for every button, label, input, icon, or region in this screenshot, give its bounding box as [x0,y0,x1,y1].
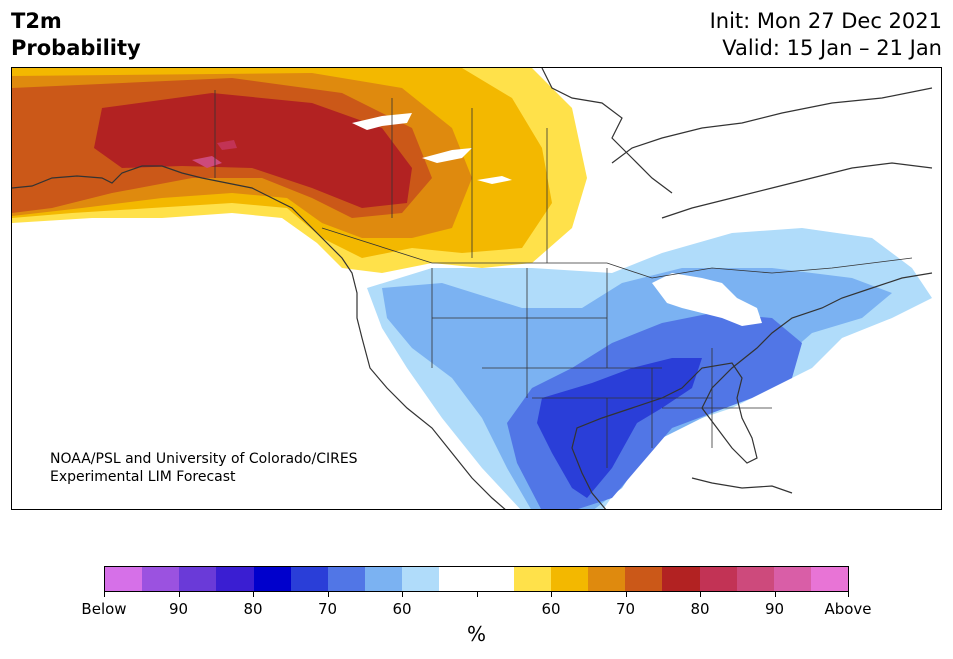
colorbar-tick [178,592,180,597]
colorbar-tick-label: Below [81,600,127,618]
colorbar-tick [551,592,552,597]
map-title: T2m Probability [11,8,141,62]
lake-winnipeg-area [477,176,512,184]
colorbar-tick [327,592,329,597]
colorbar-tick-label: Above [824,600,872,618]
lake-athabasca [422,148,472,163]
colorbar-segment [290,567,328,591]
colorbar-segment [773,567,811,591]
political-borders [214,90,913,468]
colorbar-segment [513,567,551,591]
coastlines [12,68,933,509]
map-dates: Init: Mon 27 Dec 2021 Valid: 15 Jan – 21… [710,8,942,62]
valid-range: Valid: 15 Jan – 21 Jan [722,36,942,60]
credit-product: Experimental LIM Forecast [50,469,236,485]
above-80-zone [94,93,412,208]
colorbar-segment [810,567,849,591]
credit-org: NOAA/PSL and University of Colorado/CIRE… [50,451,358,467]
colorbar-tick-label: 80 [243,600,263,618]
colorbar-segment [402,567,440,591]
colorbar-tick [253,592,254,597]
colorbar-tick [700,592,701,597]
great-slave-lake [352,113,412,130]
colorbar-tick-label: 90 [764,600,785,618]
colorbar-ticks [104,592,849,598]
colorbar-tick [104,592,105,597]
colorbar-tick-label: 60 [392,600,412,618]
colorbar-segment [588,567,626,591]
colorbar-tick-label: 70 [317,600,338,618]
colorbar-segment [550,567,589,591]
title-variable: T2m [11,9,62,33]
colorbar-segment [253,567,291,591]
colorbar-tick-label: 60 [541,600,561,618]
colorbar-tick [625,592,627,597]
colorbar [104,566,849,592]
colorbar-tick [402,592,403,597]
colorbar-segment [736,567,774,591]
great-lakes [652,273,762,326]
colorbar-tick [848,592,849,597]
colorbar-segment [216,567,254,591]
map-panel: NOAA/PSL and University of Colorado/CIRE… [11,67,942,510]
above-85-spot [217,140,237,150]
above-90-spot [192,156,222,168]
colorbar-segment [179,567,217,591]
colorbar-segment [439,567,477,591]
colorbar-segment [327,567,366,591]
colorbar-segment [105,567,143,591]
colorbar-tick-label: 80 [690,600,710,618]
probability-map [12,68,933,509]
colorbar-segment [365,567,403,591]
colorbar-unit: % [466,622,486,646]
colorbar-tick [476,592,478,597]
title-type: Probability [11,36,141,60]
colorbar-tick-label: 70 [615,600,636,618]
colorbar-segment [662,567,700,591]
init-date: Init: Mon 27 Dec 2021 [709,9,942,33]
colorbar-segment [699,567,737,591]
colorbar-segment [142,567,180,591]
colorbar-segment [625,567,663,591]
colorbar-segment [476,567,514,591]
colorbar-tick-label: 90 [168,600,189,618]
colorbar-tick [774,592,776,597]
map-credit: NOAA/PSL and University of Colorado/CIRE… [50,450,358,486]
